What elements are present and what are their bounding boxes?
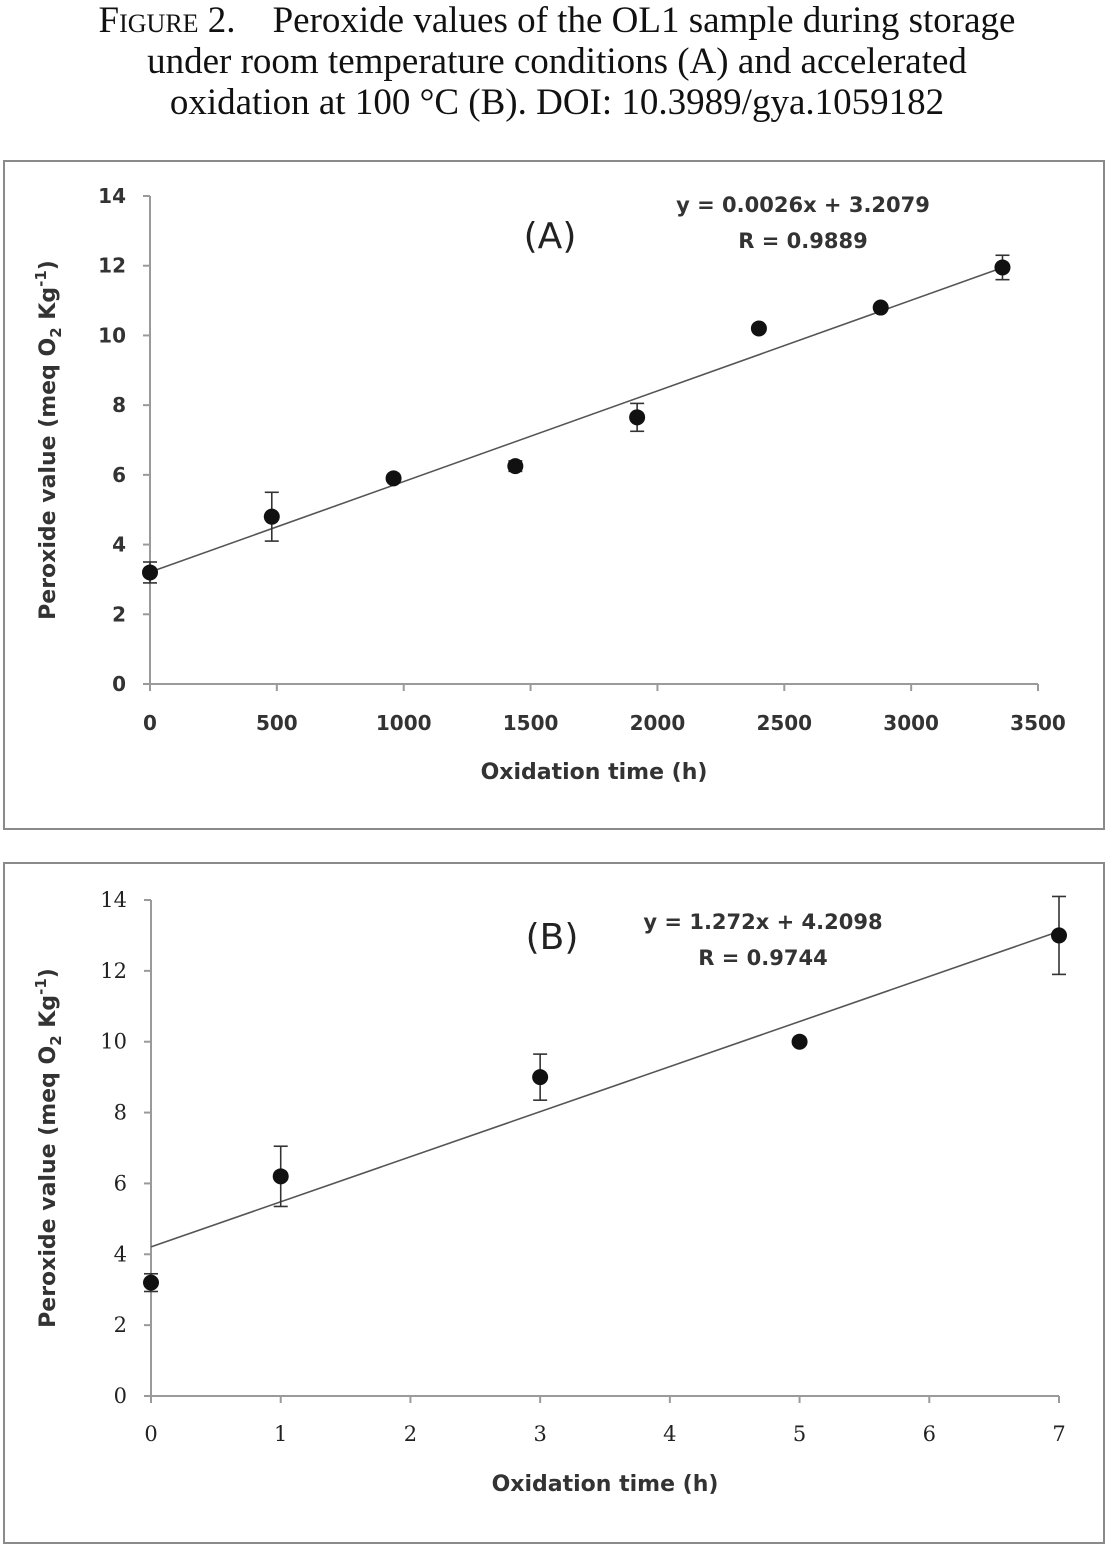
chart-b-y-title-part-c: ) (36, 968, 61, 978)
chart-a-y-tick-label: 2 (112, 602, 126, 626)
chart-a-x-tick-label: 1500 (503, 711, 559, 735)
chart-a-trendline-equation: y = 0.0026x + 3.2079 (676, 193, 930, 217)
chart-b-y-tick-label: 8 (114, 1101, 127, 1125)
chart-b-y-title-sub: 2 (47, 1035, 65, 1045)
chart-a-data-point (142, 564, 158, 581)
chart-b-x-tick-label: 1 (274, 1422, 287, 1446)
chart-b-panel-label: (B) (526, 917, 579, 958)
chart-a-data-point (507, 458, 524, 475)
chart-a-y-axis-title: Peroxide value (meq O2 Kg-1) (32, 260, 65, 620)
chart-b-x-tick-label: 4 (663, 1422, 676, 1446)
chart-b-x-tick-label: 7 (1052, 1422, 1065, 1446)
chart-a-data-point (872, 299, 889, 316)
chart-b-data-point (272, 1168, 289, 1185)
chart-a-y-title-part-a: Peroxide value (meq O (36, 338, 61, 620)
chart-b-y-tick-label: 6 (114, 1171, 127, 1195)
chart-b-y-tick-label: 12 (100, 959, 127, 983)
chart-b-y-title-part-b: Kg (36, 995, 61, 1035)
chart-a-data-point (385, 470, 402, 487)
chart-b-y-title-part-a: Peroxide value (meq O (36, 1046, 61, 1328)
chart-a-x-tick-label: 2500 (756, 711, 812, 735)
chart-b-y-title-sup: -1 (32, 978, 50, 995)
chart-a-y-tick-label: 0 (112, 672, 126, 696)
chart-a-y-title-sup: -1 (32, 270, 50, 287)
chart-a-x-tick-label: 2000 (630, 711, 686, 735)
chart-a-x-tick-label: 500 (256, 711, 298, 735)
chart-a-y-title-part-c: ) (36, 260, 61, 270)
caption-line-1: Figure 2. Peroxide values of the OL1 sam… (0, 0, 1114, 41)
caption-line-2: under room temperature conditions (A) an… (147, 41, 967, 82)
chart-a-y-tick-label: 8 (112, 393, 126, 417)
chart-a-x-tick-label: 3000 (883, 711, 939, 735)
chart-a-y-title-part-b: Kg (36, 287, 61, 327)
chart-b-trendline-equation: y = 1.272x + 4.2098 (643, 910, 882, 934)
chart-a-y-tick-label: 14 (98, 184, 126, 208)
chart-panel-b: 0 2 4 6 8 10 12 14 0 1 2 3 4 5 6 7 Oxidation time (h) Per… (3, 862, 1105, 1544)
chart-a-x-tick-label: 3500 (1010, 711, 1066, 735)
chart-b-y-tick-label: 4 (114, 1242, 127, 1266)
chart-b-x-axis-title: Oxidation time (h) (492, 1472, 719, 1497)
chart-panel-a: 0 2 4 6 8 10 12 14 0 500 1000 1500 2000 2500 3000 3500 O… (3, 160, 1105, 830)
chart-b-y-tick-label: 2 (114, 1313, 127, 1337)
chart-b-trendline (150, 930, 1060, 1248)
chart-b-x-tick-label: 6 (923, 1422, 936, 1446)
caption-line-3: oxidation at 100 °C (B). DOI: 10.3989/gy… (169, 82, 945, 123)
chart-a-y-tick-label: 6 (112, 463, 126, 487)
chart-b-y-axis-title: Peroxide value (meq O2 Kg-1) (32, 968, 65, 1328)
chart-b-x-tick-label: 5 (793, 1422, 806, 1446)
caption-text-1: Peroxide values of the OL1 sample during… (272, 0, 1016, 41)
chart-a-data-point (994, 259, 1011, 276)
chart-b-x-tick-label: 0 (144, 1422, 157, 1446)
chart-a-y-tick-label: 4 (112, 533, 126, 557)
chart-a-y-title-sub: 2 (47, 327, 65, 337)
chart-a-r-value: R = 0.9889 (738, 229, 867, 253)
chart-b-x-tick-label: 2 (404, 1422, 417, 1446)
chart-b-y-tick-label: 14 (100, 888, 127, 912)
figure-caption: Figure 2. Peroxide values of the OL1 sam… (0, 0, 1114, 126)
chart-b-data-point (143, 1274, 159, 1291)
chart-a-y-tick-label: 12 (98, 254, 126, 278)
chart-b-r-value: R = 0.9744 (698, 946, 827, 970)
chart-a-data-point (629, 409, 646, 426)
chart-a-data-point (263, 508, 280, 525)
chart-b-data-point (791, 1033, 808, 1050)
chart-b-y-tick-label: 10 (100, 1030, 127, 1054)
chart-a-x-tick-label: 1000 (376, 711, 432, 735)
chart-a-panel-label: (A) (524, 216, 577, 257)
chart-a-svg: 0 2 4 6 8 10 12 14 0 500 1000 1500 2000 2500 3000 3500 O… (32, 184, 1066, 785)
chart-a-y-tick-label: 10 (98, 323, 126, 347)
chart-a-trendline (149, 266, 1003, 573)
chart-b-data-point (532, 1069, 549, 1086)
chart-a-data-point (750, 320, 767, 337)
chart-a-x-axis-title: Oxidation time (h) (481, 760, 708, 785)
chart-b-x-tick-label: 3 (533, 1422, 546, 1446)
chart-b-data-point (1051, 927, 1067, 944)
chart-a-x-tick-label: 0 (143, 711, 157, 735)
chart-b-y-tick-label: 0 (114, 1384, 127, 1408)
caption-label: Figure 2. (98, 0, 236, 41)
